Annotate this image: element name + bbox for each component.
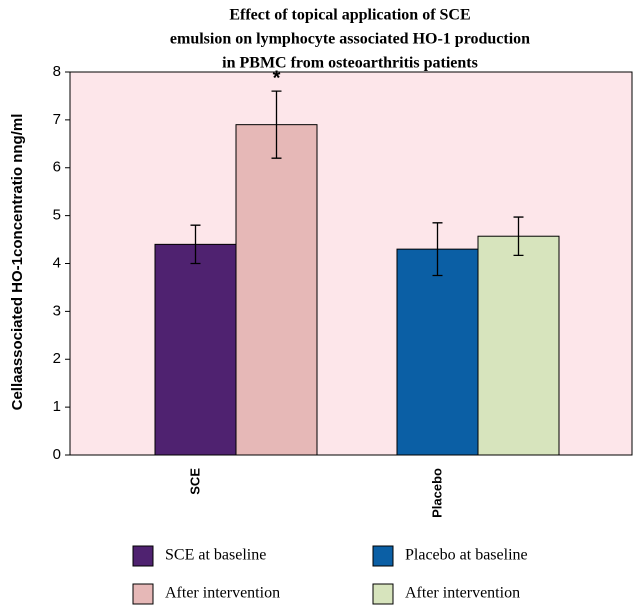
error-bar (190, 224, 201, 265)
y-tick-label: 6 (53, 159, 61, 176)
legend-label: After intervention (165, 585, 280, 602)
error-bar (513, 216, 524, 257)
bar (396, 248, 479, 456)
chart-title: Effect of topical application of SCE (229, 7, 470, 24)
legend-label: After intervention (405, 585, 520, 602)
legend-label: Placebo at baseline (405, 547, 528, 564)
y-tick-label: 5 (53, 207, 61, 224)
x-tick-label: Placebo (429, 468, 444, 518)
legend-swatch (372, 583, 394, 605)
legend-label: SCE at baseline (165, 547, 266, 564)
error-bar (271, 90, 282, 159)
bar (235, 124, 318, 456)
x-tick-label: SCE (187, 468, 202, 495)
chart-title: emulsion on lymphocyte associated HO-1 p… (170, 31, 530, 48)
y-axis-label: Cellaassociated HO-1concentratio nng/ml (9, 114, 26, 411)
legend-swatch (132, 583, 154, 605)
legend-swatch (132, 545, 154, 567)
annotation: * (273, 67, 281, 89)
y-tick-label: 7 (53, 111, 61, 128)
y-tick-label: 3 (53, 302, 61, 319)
bar (154, 243, 237, 456)
y-tick-label: 0 (53, 446, 61, 463)
y-tick-label: 8 (53, 63, 61, 80)
error-bar (432, 222, 443, 277)
y-tick-label: 4 (53, 254, 61, 271)
chart-title: in PBMC from osteoarthritis patients (222, 55, 478, 72)
legend-swatch (372, 545, 394, 567)
y-tick-label: 1 (53, 398, 61, 415)
y-tick-label: 2 (53, 350, 61, 367)
bar (477, 235, 560, 456)
